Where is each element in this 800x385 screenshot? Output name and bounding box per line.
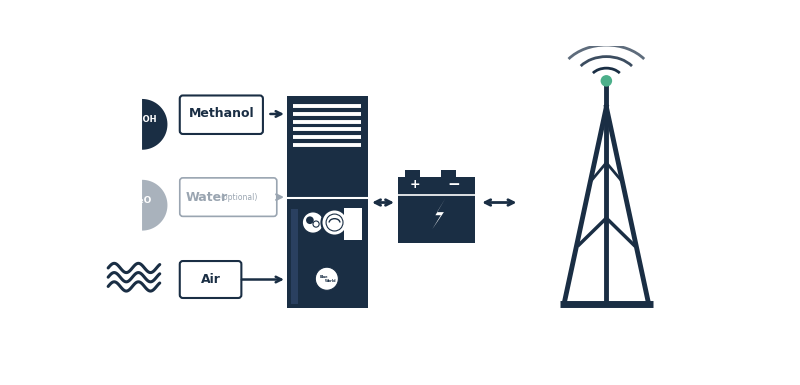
FancyBboxPatch shape: [278, 357, 322, 384]
Text: CH₃OH: CH₃OH: [126, 115, 158, 124]
Circle shape: [342, 346, 386, 385]
Text: Methanol: Methanol: [189, 107, 254, 121]
Circle shape: [341, 346, 369, 374]
Circle shape: [359, 346, 387, 374]
Circle shape: [306, 216, 314, 224]
FancyBboxPatch shape: [180, 178, 277, 216]
Text: World: World: [325, 279, 337, 283]
Circle shape: [601, 75, 612, 87]
FancyBboxPatch shape: [291, 209, 298, 304]
FancyBboxPatch shape: [180, 95, 263, 134]
Text: Air: Air: [201, 273, 221, 286]
FancyBboxPatch shape: [286, 96, 368, 308]
Text: H₂O: H₂O: [132, 196, 152, 205]
Circle shape: [313, 221, 319, 227]
Text: Water: Water: [186, 191, 228, 204]
Polygon shape: [432, 198, 446, 229]
FancyBboxPatch shape: [344, 208, 362, 240]
Polygon shape: [142, 82, 167, 150]
Circle shape: [366, 357, 396, 385]
FancyBboxPatch shape: [441, 170, 456, 177]
Polygon shape: [142, 163, 167, 231]
Text: −: −: [447, 177, 460, 192]
Text: Blue: Blue: [319, 275, 328, 279]
Circle shape: [331, 357, 362, 385]
Circle shape: [302, 212, 324, 233]
FancyBboxPatch shape: [180, 261, 242, 298]
FancyBboxPatch shape: [405, 170, 420, 177]
FancyBboxPatch shape: [274, 351, 328, 385]
Text: +: +: [410, 178, 421, 191]
Circle shape: [350, 354, 378, 382]
Circle shape: [315, 267, 338, 290]
FancyBboxPatch shape: [398, 177, 475, 243]
Text: (optional): (optional): [220, 192, 258, 202]
Circle shape: [326, 214, 343, 231]
Circle shape: [322, 209, 348, 236]
